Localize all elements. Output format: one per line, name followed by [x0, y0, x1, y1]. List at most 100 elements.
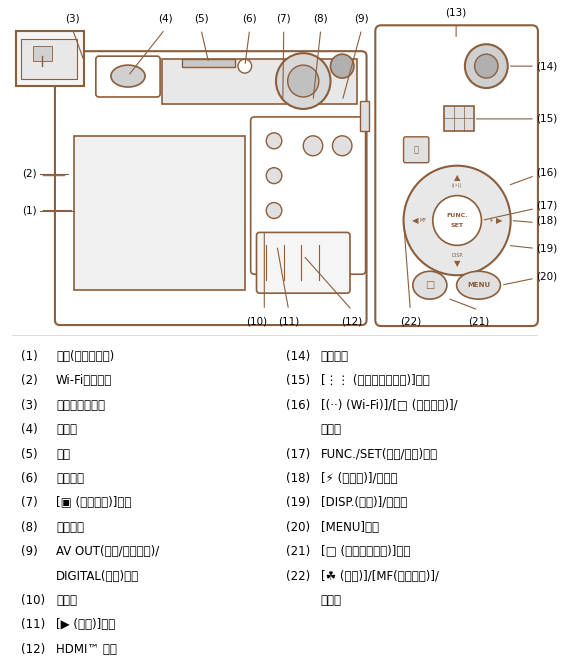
FancyBboxPatch shape: [256, 233, 350, 293]
Circle shape: [433, 196, 481, 245]
Text: [(··) (Wi-Fi)]/[□ (单张拍摄)]/: [(··) (Wi-Fi)]/[□ (单张拍摄)]/: [321, 399, 457, 412]
Text: (16): (16): [536, 168, 557, 178]
Text: (17): (17): [536, 201, 557, 211]
Text: (7): (7): [277, 13, 291, 23]
Text: (1): (1): [21, 350, 38, 363]
Circle shape: [403, 166, 511, 275]
Text: [MENU]按钮: [MENU]按钮: [321, 521, 379, 534]
Text: (17): (17): [286, 448, 310, 461]
Text: (7): (7): [21, 496, 38, 509]
Text: [▣ (快捷按钮)]按钮: [▣ (快捷按钮)]按钮: [56, 496, 131, 509]
Circle shape: [465, 44, 508, 88]
Text: 左按钮: 左按钮: [321, 594, 342, 607]
Text: (4): (4): [21, 423, 38, 436]
FancyBboxPatch shape: [251, 117, 366, 274]
Text: 屈光度调整转盘: 屈光度调整转盘: [56, 399, 105, 412]
Text: (9): (9): [21, 545, 38, 558]
Text: (21): (21): [286, 545, 310, 558]
Circle shape: [266, 133, 282, 149]
Text: (10): (10): [21, 594, 45, 607]
Text: (22): (22): [400, 316, 421, 326]
Text: (6): (6): [242, 13, 257, 23]
Text: (21): (21): [468, 316, 489, 326]
Text: (11): (11): [21, 618, 45, 631]
Bar: [33, 46, 52, 61]
Text: (8): (8): [314, 13, 328, 23]
Text: ((•)): ((•)): [452, 183, 462, 188]
Text: [□ (移动设备连接)]按钮: [□ (移动设备连接)]按钮: [321, 545, 410, 558]
Text: (9): (9): [355, 13, 369, 23]
Text: 屏幕(液晶显示屏): 屏幕(液晶显示屏): [56, 350, 114, 363]
Text: DISP.: DISP.: [451, 253, 463, 258]
Text: (11): (11): [278, 316, 299, 326]
Text: 指示灯: 指示灯: [56, 594, 77, 607]
Text: (14): (14): [286, 350, 310, 363]
Text: (18): (18): [286, 472, 310, 485]
Text: ◀: ◀: [412, 216, 419, 225]
Ellipse shape: [111, 65, 145, 87]
Circle shape: [266, 168, 282, 184]
Text: (3): (3): [65, 13, 80, 23]
Circle shape: [276, 53, 330, 109]
FancyBboxPatch shape: [55, 51, 366, 325]
Text: (20): (20): [536, 271, 557, 281]
Text: ⚡: ⚡: [489, 217, 494, 223]
Ellipse shape: [413, 271, 447, 299]
Text: (12): (12): [341, 316, 362, 326]
Text: HDMI™ 端子: HDMI™ 端子: [56, 642, 117, 656]
Text: [▶ (播放)]按钮: [▶ (播放)]按钮: [56, 618, 115, 631]
Text: Wi-Fi天线区域: Wi-Fi天线区域: [56, 374, 112, 387]
Text: SET: SET: [450, 223, 463, 228]
Text: (1): (1): [22, 205, 36, 215]
Text: 电源按钮: 电源按钮: [56, 472, 84, 485]
Text: (2): (2): [22, 169, 36, 179]
Text: [DISP.(显示)]/下按钮: [DISP.(显示)]/下按钮: [321, 496, 407, 509]
Bar: [162, 59, 357, 104]
Text: □: □: [425, 280, 434, 290]
Circle shape: [266, 237, 282, 253]
Text: 上按钮: 上按钮: [321, 423, 342, 436]
Text: (19): (19): [536, 243, 557, 253]
Text: (13): (13): [445, 7, 467, 17]
Text: [⚡ (闪光灯)]/右按钮: [⚡ (闪光灯)]/右按钮: [321, 472, 397, 485]
Circle shape: [266, 203, 282, 219]
Text: (14): (14): [536, 61, 557, 71]
Text: 🗑: 🗑: [413, 145, 419, 154]
Bar: [75, 136, 245, 290]
FancyBboxPatch shape: [403, 137, 429, 163]
Text: (5): (5): [21, 448, 38, 461]
Text: (15): (15): [286, 374, 310, 387]
Text: FUNC./SET(功能/设置)按钮: FUNC./SET(功能/设置)按钮: [321, 448, 438, 461]
Text: (10): (10): [246, 316, 267, 326]
Text: (5): (5): [194, 13, 208, 23]
Text: ▼: ▼: [454, 259, 461, 268]
Text: (20): (20): [286, 521, 310, 534]
Text: (16): (16): [286, 399, 310, 412]
Text: DIGITAL(数码)端子: DIGITAL(数码)端子: [56, 569, 139, 583]
Text: (12): (12): [21, 642, 45, 656]
Text: (8): (8): [21, 521, 38, 534]
Text: MF: MF: [420, 218, 426, 223]
Text: 热靴: 热靴: [56, 448, 70, 461]
Circle shape: [238, 59, 252, 73]
Text: ▶: ▶: [496, 216, 502, 225]
Text: (18): (18): [536, 215, 557, 225]
Text: FUNC.: FUNC.: [447, 213, 468, 218]
Text: (2): (2): [21, 374, 38, 387]
Text: ▲: ▲: [454, 173, 461, 182]
Text: 取景器: 取景器: [56, 423, 77, 436]
Bar: [21, 39, 77, 79]
FancyBboxPatch shape: [96, 56, 160, 97]
Circle shape: [475, 54, 498, 78]
Text: AV OUT(音频/视频输出)/: AV OUT(音频/视频输出)/: [56, 545, 159, 558]
Circle shape: [288, 65, 319, 97]
Text: [⋮⋮ (自动对焦框选择)]按钮: [⋮⋮ (自动对焦框选择)]按钮: [321, 374, 430, 387]
Circle shape: [304, 136, 323, 156]
Bar: [16, 31, 84, 86]
Text: (6): (6): [21, 472, 38, 485]
Bar: [182, 59, 235, 67]
Text: (3): (3): [21, 399, 38, 412]
Bar: [444, 106, 473, 131]
Text: (19): (19): [286, 496, 310, 509]
Text: [☘ (微距)]/[MF(手动对焦)]/: [☘ (微距)]/[MF(手动对焦)]/: [321, 569, 439, 583]
